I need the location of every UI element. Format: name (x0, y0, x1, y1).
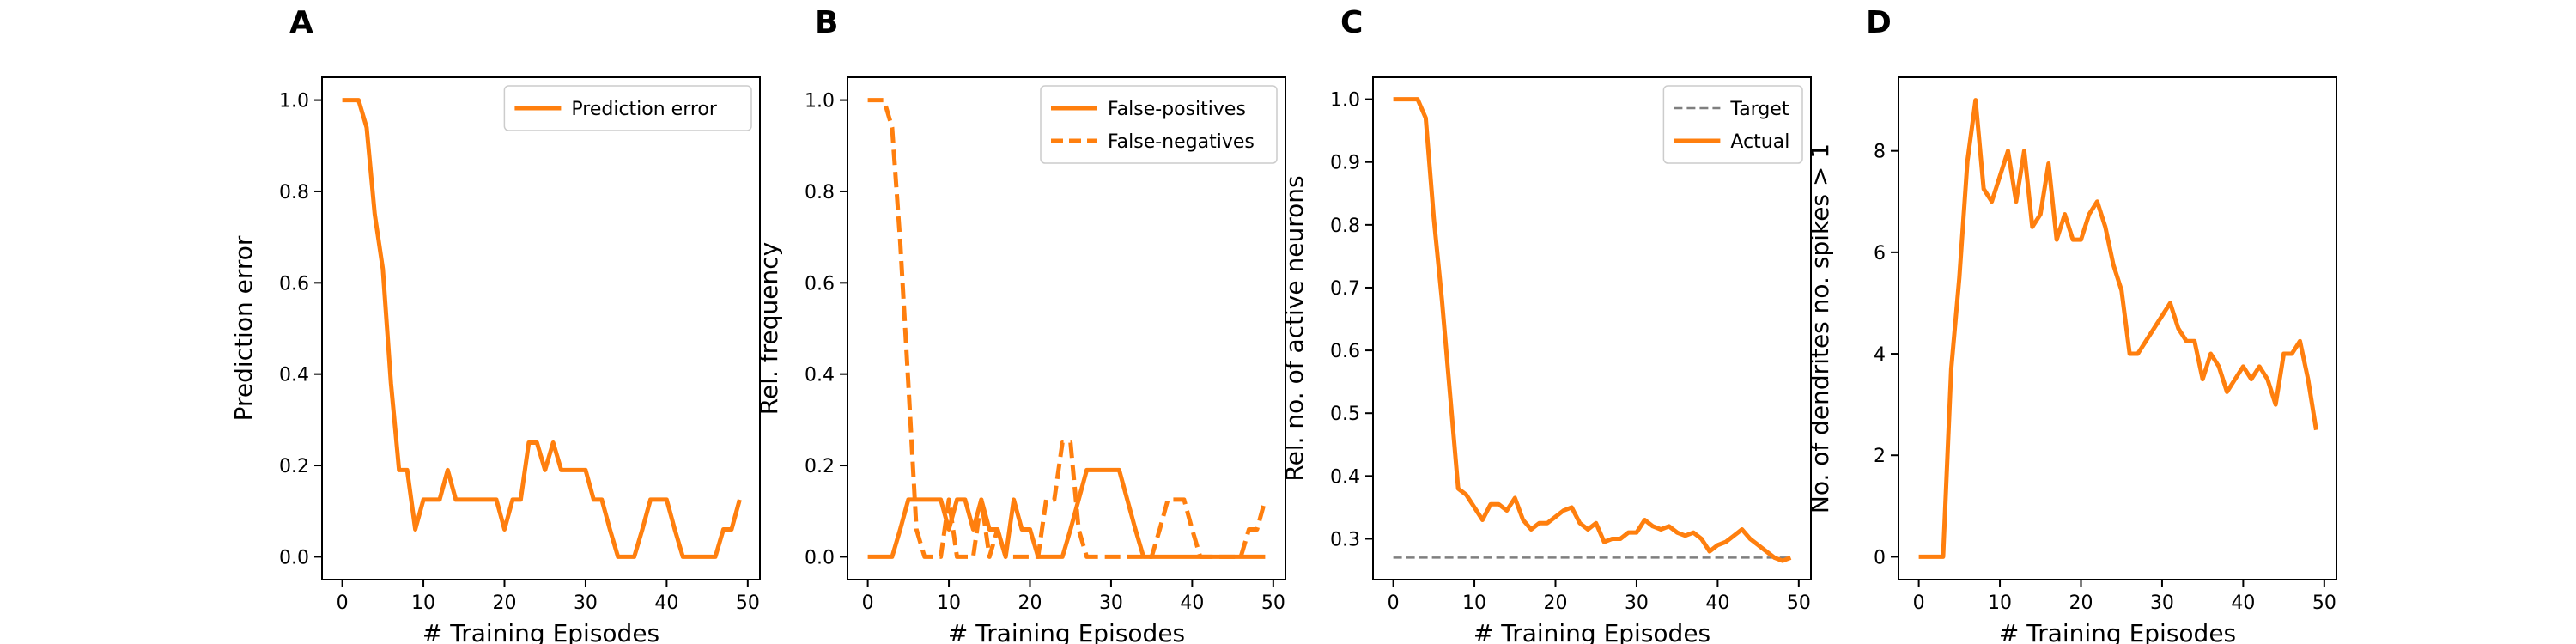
panel-letter: B (815, 5, 838, 40)
x-tick-label: 40 (654, 592, 678, 614)
x-tick-label: 20 (1544, 592, 1568, 614)
x-tick-label: 0 (1388, 592, 1400, 614)
plot-frame (847, 76, 1286, 580)
x-tick-label: 20 (493, 592, 517, 614)
legend-label: False-positives (1108, 99, 1246, 120)
y-tick-label: 0.4 (1330, 466, 1360, 488)
x-tick-label: 0 (862, 592, 874, 614)
y-axis-label: No. of dendrites no. spikes > 1 (1806, 143, 1834, 513)
x-tick-label: 10 (411, 592, 435, 614)
y-tick-label: 0.3 (1330, 529, 1360, 550)
x-tick-label: 10 (937, 592, 961, 614)
y-tick-label: 0.5 (1330, 404, 1360, 425)
panel-b: B 0 10 20 30 40 50 0.0 0.2 0.4 0.6 0.8 1.0 # Training… (755, 5, 1286, 644)
y-tick-label: 0.6 (1330, 341, 1360, 362)
y-tick-label: 0.4 (279, 365, 309, 386)
y-tick-label: 0.6 (805, 273, 835, 295)
x-axis-label: # Training Episodes (1999, 619, 2236, 644)
legend-label: Target (1729, 99, 1789, 120)
x-tick-label: 50 (1261, 592, 1285, 614)
y-tick-label: 0.8 (1330, 216, 1360, 237)
legend-label: False-negatives (1108, 131, 1255, 153)
y-tick-label: 1.0 (279, 91, 309, 112)
series-line-false-negatives (867, 98, 1267, 559)
y-tick-label: 1.0 (805, 91, 835, 112)
y-axis-label: Rel. frequency (755, 242, 783, 415)
y-tick-label: 0.7 (1330, 278, 1360, 300)
x-tick-label: 20 (1018, 592, 1042, 614)
y-axis-label: Prediction error (229, 235, 258, 421)
panel-letter: A (289, 5, 313, 40)
legend-box (1662, 85, 1803, 164)
x-tick-label: 30 (2150, 592, 2174, 614)
panel-c: C 0 10 20 30 40 50 0.3 0.4 0.5 0.6 0.7 0.8 0.9 1.0 # Tr… (1280, 5, 1812, 644)
y-tick-label: 0.9 (1330, 153, 1360, 174)
x-tick-label: 50 (2312, 592, 2336, 614)
x-axis-label: # Training Episodes (422, 619, 659, 644)
y-tick-label: 6 (1874, 243, 1886, 264)
plot-frame (321, 76, 761, 580)
series-group (867, 98, 1267, 559)
x-tick-label: 30 (574, 592, 598, 614)
x-tick-label: 10 (1988, 592, 2012, 614)
legend-label: Actual (1730, 131, 1789, 153)
y-tick-label: 0.0 (805, 547, 835, 568)
x-axis-label: # Training Episodes (1473, 619, 1710, 644)
panel-letter: D (1866, 5, 1892, 40)
panel-letter: C (1340, 5, 1363, 40)
legend: False-positives False-negatives (1040, 85, 1278, 164)
legend: Prediction error (503, 85, 752, 131)
x-tick-label: 50 (1787, 592, 1811, 614)
x-tick-label: 10 (1462, 592, 1486, 614)
y-tick-label: 0.0 (279, 547, 309, 568)
x-tick-label: 0 (1913, 592, 1925, 614)
legend-label: Prediction error (571, 99, 717, 120)
legend-box (1040, 85, 1278, 164)
x-axis-label: # Training Episodes (948, 619, 1185, 644)
y-tick-label: 0.8 (279, 182, 309, 204)
y-tick-label: 0.8 (805, 182, 835, 204)
y-tick-label: 4 (1874, 344, 1886, 366)
series-group (1393, 97, 1792, 563)
y-tick-label: 0.2 (279, 456, 309, 477)
y-tick-label: 0.4 (805, 365, 835, 386)
series-group (1918, 98, 2318, 559)
legend-box (503, 85, 752, 131)
x-tick-label: 0 (337, 592, 349, 614)
x-tick-label: 40 (1705, 592, 1729, 614)
series-line-dendrites (1918, 98, 2318, 559)
panel-d: D 0 10 20 30 40 50 0 2 4 6 8 # Training Episodes No. … (1806, 5, 2337, 644)
series-line-actual (1393, 97, 1792, 563)
y-tick-label: 0.6 (279, 273, 309, 295)
y-tick-label: 8 (1874, 142, 1886, 163)
panel-a: A 0 10 20 30 40 50 0.0 0.2 0.4 0.6 0.8 1.0 # Training… (229, 5, 761, 644)
y-tick-label: 1.0 (1330, 90, 1360, 112)
y-tick-label: 2 (1874, 446, 1886, 467)
series-line-false-positives (867, 467, 1266, 559)
x-tick-label: 30 (1625, 592, 1649, 614)
plot-frame (1898, 76, 2337, 580)
x-tick-label: 40 (2231, 592, 2255, 614)
plot-frame (1372, 76, 1812, 580)
x-tick-label: 20 (2069, 592, 2093, 614)
x-tick-label: 50 (736, 592, 760, 614)
y-tick-label: 0.2 (805, 456, 835, 477)
x-tick-label: 40 (1180, 592, 1204, 614)
y-tick-label: 0 (1874, 547, 1886, 568)
x-tick-label: 30 (1099, 592, 1123, 614)
series-line-prediction-error (342, 98, 742, 559)
series-group (342, 98, 742, 559)
legend: Target Actual (1662, 85, 1803, 164)
y-axis-label: Rel. no. of active neurons (1280, 175, 1309, 481)
